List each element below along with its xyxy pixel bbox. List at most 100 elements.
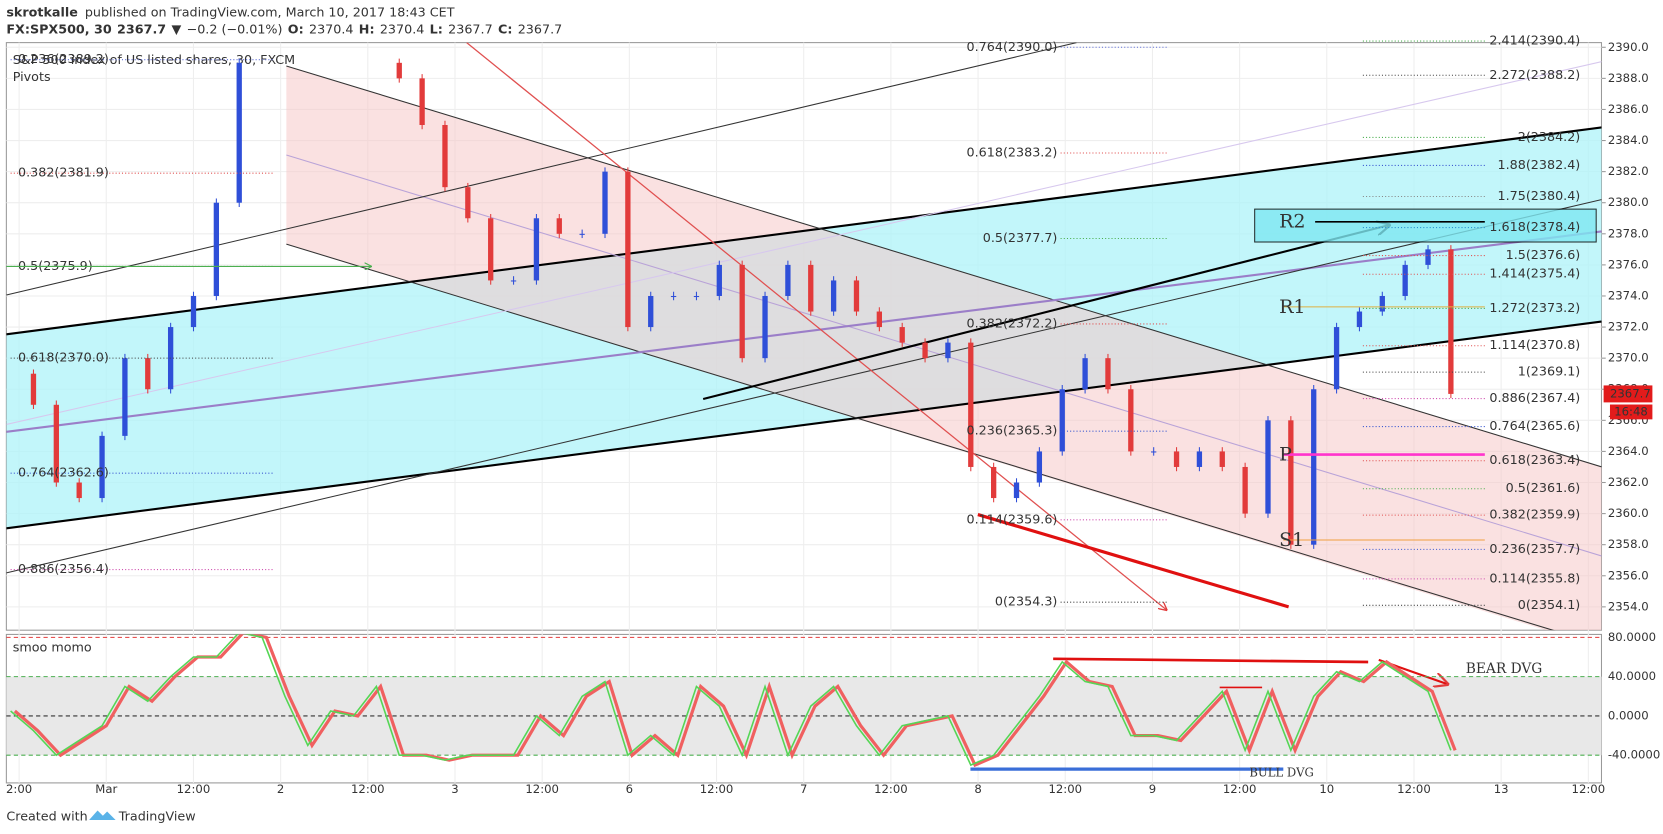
y-tick-label: 2390.0 [1608, 40, 1649, 54]
fib-label: 1(2369.1) [1518, 364, 1581, 379]
header-item: H: [359, 21, 375, 36]
candle [1173, 451, 1180, 467]
x-tick-label: 6 [626, 782, 633, 796]
fib-label: 0.382(2359.9) [1489, 507, 1580, 522]
y-tick-label: 2384.0 [1608, 133, 1649, 147]
candle [1288, 420, 1294, 545]
trendline [6, 199, 1602, 574]
fib-label: 0.764(2365.6) [1489, 418, 1580, 433]
logo [89, 810, 116, 821]
y-tick-label: 2360.0 [1608, 506, 1649, 520]
y-tick-label: 2374.0 [1608, 288, 1649, 302]
candle [53, 404, 59, 483]
price-tag [1603, 385, 1653, 403]
candle [945, 342, 951, 359]
header-item: 2370.4 [380, 21, 425, 36]
osc-tick-label: 40.0000 [1608, 669, 1656, 683]
candle [1082, 358, 1088, 390]
time-tag-label: 16:48 [1614, 404, 1648, 418]
candle [1036, 451, 1043, 483]
header-item: L: [430, 21, 443, 36]
fib-label: 2(2384.2) [1518, 129, 1581, 144]
osc-tick-label: -40.0000 [1608, 748, 1660, 762]
fib-label: 0(2354.3) [995, 594, 1058, 609]
symbol-line: FX:SPX500, 30 2367.7 ▼ −0.2 (−0.01%) O: 2370.… [6, 21, 562, 36]
candle [991, 466, 997, 499]
fib-label: 0.764(2362.6) [18, 465, 109, 480]
y-tick-label: 2364.0 [1608, 444, 1649, 458]
osc-tick-label: 80.0000 [1608, 630, 1656, 644]
indicator: Pivots [13, 69, 51, 84]
candle [648, 295, 654, 328]
candle [830, 280, 837, 312]
trendline [6, 42, 1077, 296]
osc-line [10, 634, 1452, 767]
user: skrotkalle [6, 4, 78, 19]
candle [853, 280, 860, 312]
y-tick-label: 2358.0 [1608, 537, 1649, 551]
fib-label: 0.886(2356.4) [18, 561, 109, 576]
header-item: 2370.4 [309, 21, 354, 36]
fib-label: 0.382(2381.9) [18, 165, 109, 180]
osc [10, 634, 1457, 768]
x-tick-label: 12:00 [874, 782, 908, 796]
footer-brand[interactable]: TradingView [118, 808, 196, 823]
osc-name: smoo momo [13, 640, 92, 655]
pivot-label: R1 [1279, 295, 1306, 318]
candle [1402, 264, 1408, 296]
y-tick-label: 2386.0 [1608, 102, 1649, 116]
drawings [6, 42, 1602, 631]
fib-label: 2.414(2390.4) [1489, 33, 1580, 48]
candle [1196, 451, 1203, 467]
candle [533, 218, 540, 281]
candle [1128, 389, 1134, 452]
fib-label: 0.236(2389.2) [18, 51, 109, 66]
fib-label: 0.618(2383.2) [967, 144, 1058, 159]
osc-slow [13, 634, 1457, 768]
candle [556, 218, 562, 234]
candle [213, 202, 220, 296]
bear-line [1053, 657, 1369, 664]
y-tick-label: 2380.0 [1608, 195, 1649, 209]
candle [1333, 327, 1340, 390]
divergence-line [977, 513, 1290, 609]
y-tick-label: 2382.0 [1608, 164, 1649, 178]
arrow [702, 225, 1389, 400]
fib-label: 0.886(2367.4) [1489, 390, 1580, 405]
pivot-label: R2 [1279, 209, 1306, 232]
header-item: FX:SPX500, 30 [6, 21, 112, 36]
candle [1219, 451, 1225, 467]
candle [76, 482, 82, 499]
candle [442, 124, 448, 188]
channel [286, 65, 1602, 631]
header-item: C: [498, 21, 512, 36]
trendline [6, 61, 1602, 425]
candle [236, 62, 242, 203]
price-tag-label: 2367.7 [1610, 386, 1651, 400]
candle [1311, 389, 1317, 545]
time-tag [1609, 404, 1653, 420]
pivot-label: S1 [1279, 528, 1304, 551]
candle [625, 171, 631, 328]
x-tick-label: 12:00 [525, 782, 559, 796]
x-tick-label: 7 [800, 782, 807, 796]
y-tick-label: 2362.0 [1608, 475, 1649, 489]
candle [396, 62, 402, 79]
candle [602, 171, 608, 234]
candle [145, 358, 151, 390]
x-tick-label: 10 [1319, 782, 1334, 796]
y-tick-label: 2388.0 [1608, 71, 1649, 85]
x-tick-label: 2 [277, 782, 284, 796]
x-tick-label: 12:00 [1397, 782, 1431, 796]
x-tick-label: Mar [95, 782, 117, 796]
candle [1425, 249, 1431, 265]
candles [30, 58, 1454, 549]
pivot-label: P [1279, 443, 1292, 466]
fib-label: 0.236(2365.3) [967, 423, 1058, 438]
candle [716, 264, 722, 296]
header-item: ▼ [171, 21, 181, 36]
candle [1242, 466, 1248, 514]
y-tick-label: 2370.0 [1608, 351, 1649, 365]
bull-label: BULL DVG [1249, 765, 1313, 779]
fib-label: 0.5(2361.6) [1506, 480, 1581, 495]
